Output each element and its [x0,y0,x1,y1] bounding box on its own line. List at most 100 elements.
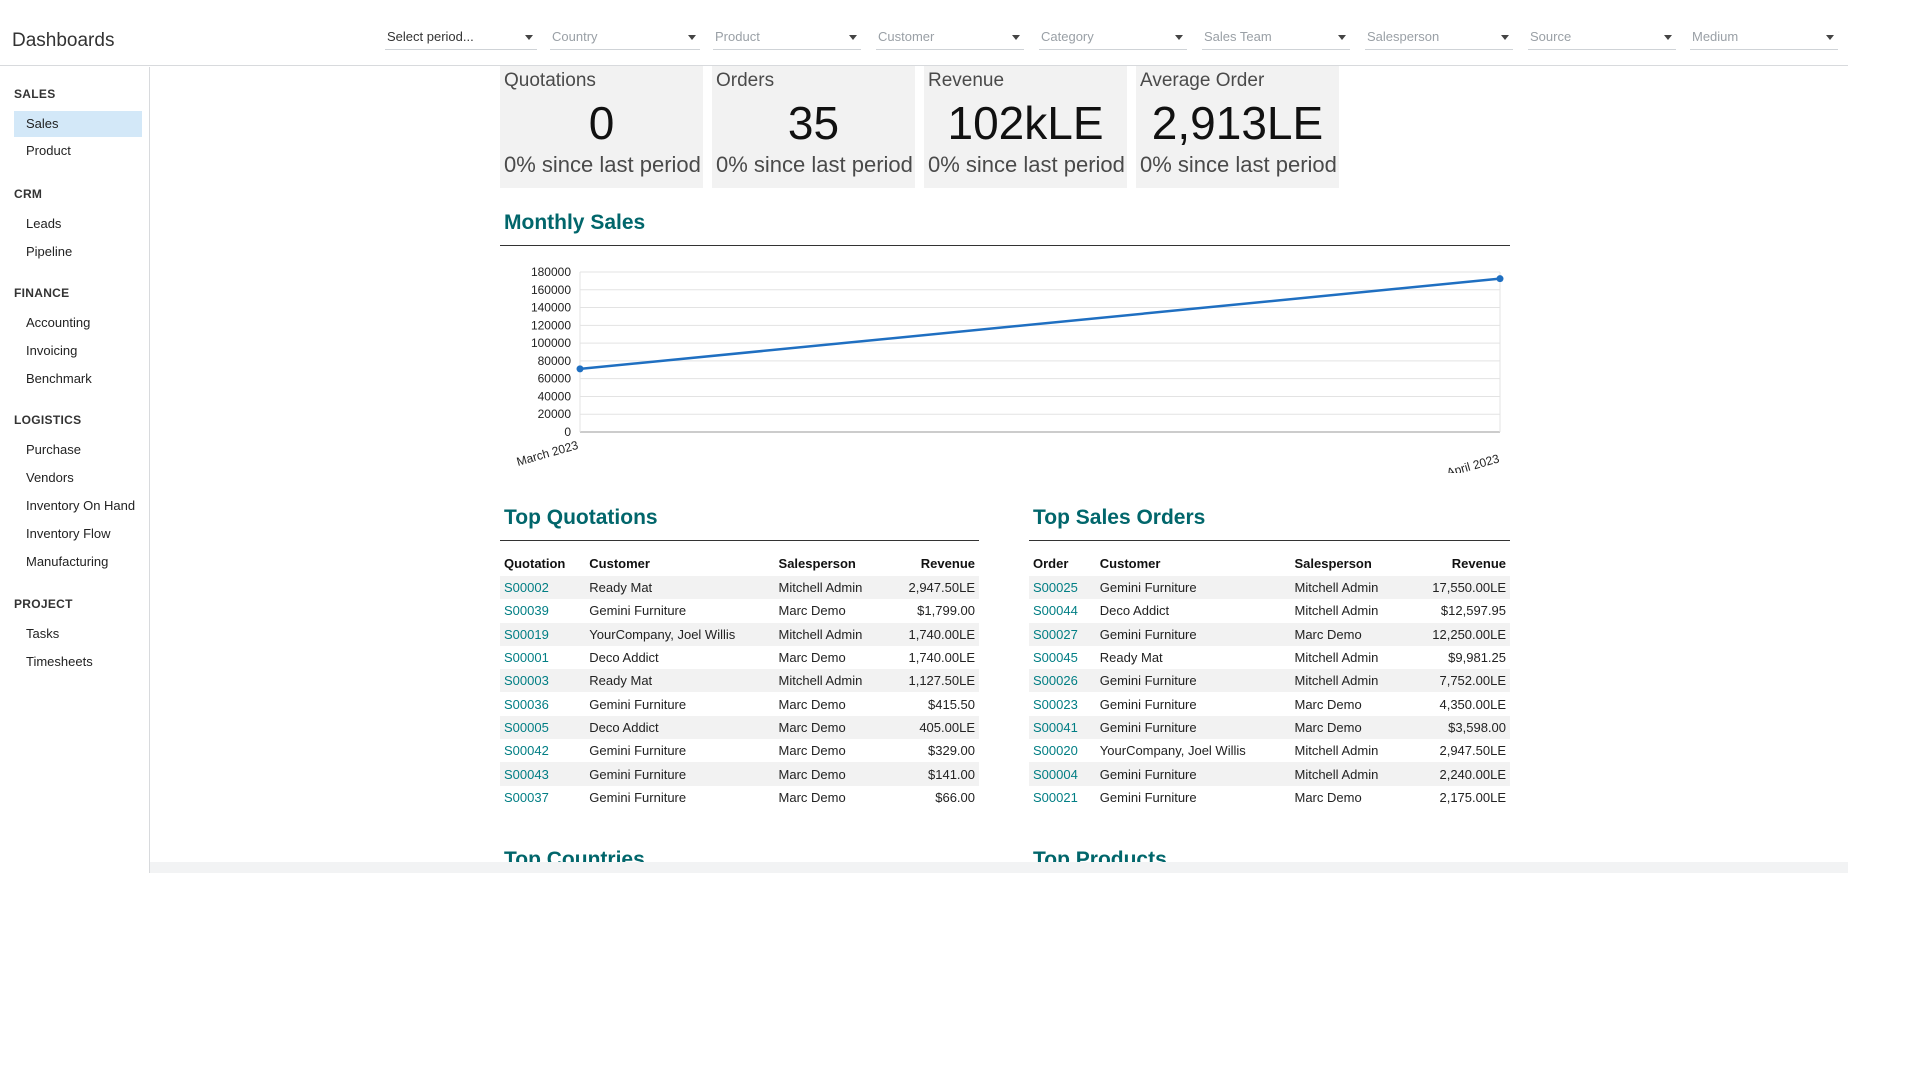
cell-order[interactable]: S00044 [1033,603,1078,619]
cell-order[interactable]: S00027 [1029,622,1096,646]
sidebar-item-invoicing[interactable]: Invoicing [26,343,78,358]
sidebar-item-inventory-flow[interactable]: Inventory Flow [26,526,111,541]
cell-quotation[interactable]: S00001 [504,650,549,666]
cell-customer: Deco Addict [585,715,775,740]
column-header-revenue[interactable]: Revenue [920,555,975,571]
sidebar-item-accounting[interactable]: Accounting [26,315,91,330]
kpi-change: 0% since last period [928,152,1125,177]
cell-salesperson: Marc Demo [778,743,846,759]
cell-customer: Deco Addict [1099,603,1170,619]
cell-quotation[interactable]: S00019 [500,622,586,646]
series-line[interactable] [579,277,1501,371]
cell-order[interactable]: S00023 [1033,696,1078,712]
table-row[interactable]: S00036 Gemini Furniture Marc Demo $415.50 [500,692,979,715]
kpi-card-orders[interactable]: Orders 35 0% since last period [712,66,915,188]
sidebar-item-leads[interactable]: Leads [26,216,62,231]
table-row[interactable]: S00004 Gemini Furniture Mitchell Admin 2,24… [1029,762,1510,786]
filter-label: Medium [1692,29,1739,44]
x-tick-label: March 2023 [515,438,580,469]
filter-source[interactable]: Source [1528,26,1676,50]
table-row[interactable]: S00005 Deco Addict Marc Demo 405.00LE [500,715,979,740]
kpi-card-revenue[interactable]: Revenue 102kLE 0% since last period [924,66,1127,188]
table-row[interactable]: S00020 YourCompany, Joel Willis Mitchell A… [1029,739,1510,762]
sidebar-item-inventory-on-hand[interactable]: Inventory On Hand [26,498,136,513]
table-row[interactable]: S00045 Ready Mat Mitchell Admin $9,981.25 [1029,646,1510,669]
cell-order[interactable]: S00026 [1029,669,1096,693]
sidebar-item-manufacturing[interactable]: Manufacturing [26,554,109,569]
filter-label: Select period... [387,29,474,44]
filter-customer[interactable]: Customer [876,26,1024,50]
cell-order[interactable]: S00021 [1033,789,1078,805]
column-header-revenue[interactable]: Revenue [1451,555,1506,571]
filter-product[interactable]: Product [713,26,861,50]
table-row[interactable]: S00037 Gemini Furniture Marc Demo $66.00 [500,786,979,809]
table-row[interactable]: S00042 Gemini Furniture Marc Demo $329.00 [500,739,979,762]
cell-order[interactable]: S00020 [1033,743,1078,759]
cell-quotation[interactable]: S00039 [504,603,549,619]
filter-category[interactable]: Category [1039,26,1187,50]
table-row[interactable]: S00039 Gemini Furniture Marc Demo $1,799.00 [500,599,979,622]
cell-salesperson: Marc Demo [778,696,846,712]
cell-quotation[interactable]: S00037 [504,789,549,805]
table-row[interactable]: S00019 YourCompany, Joel Willis Mitchell A… [500,622,979,646]
kpi-value: 35 [787,97,840,149]
cell-salesperson: Mitchell Admin [1290,669,1407,693]
table-row[interactable]: S00021 Gemini Furniture Marc Demo 2,175.00L… [1029,786,1510,809]
sidebar-item-tasks[interactable]: Tasks [26,626,60,641]
column-header-salesperson[interactable]: Salesperson [778,555,856,571]
cell-revenue: 2,947.50LE [887,576,979,600]
column-header-customer[interactable]: Customer [589,555,650,571]
column-header-salesperson[interactable]: Salesperson [1294,555,1372,571]
table-row[interactable]: S00025 Gemini Furniture Mitchell Admin 17,5… [1029,576,1510,600]
kpi-card-quotations[interactable]: Quotations 0 0% since last period [500,66,703,188]
filter-select-period[interactable]: Select period... [385,26,537,50]
table-row[interactable]: S00001 Deco Addict Marc Demo 1,740.00LE [500,646,979,669]
table-row[interactable]: S00043 Gemini Furniture Marc Demo $141.00 [500,762,979,786]
cell-salesperson: Marc Demo [774,762,888,786]
data-point[interactable] [1496,275,1504,283]
table-row[interactable]: S00023 Gemini Furniture Marc Demo 4,350.00L… [1029,692,1510,715]
monthly-sales-title: Monthly Sales [504,211,646,234]
sidebar-item-timesheets[interactable]: Timesheets [26,654,93,669]
filter-label: Product [715,29,760,44]
table-row[interactable]: S00026 Gemini Furniture Mitchell Admin 7,75… [1029,669,1510,693]
cell-customer: Gemini Furniture [1095,669,1291,693]
cell-quotation[interactable]: S00005 [500,715,586,740]
cell-quotation[interactable]: S00043 [500,762,586,786]
sidebar-item-purchase[interactable]: Purchase [26,442,81,457]
filter-sales-team[interactable]: Sales Team [1202,26,1350,50]
table-header-row: Order Customer Salesperson Revenue [1029,550,1510,576]
cell-order[interactable]: S00004 [1029,762,1096,786]
cell-order[interactable]: S00025 [1029,576,1096,600]
cell-salesperson: Mitchell Admin [1290,576,1407,600]
sidebar-item-benchmark[interactable]: Benchmark [26,371,92,386]
column-header-order[interactable]: Order [1033,555,1069,571]
column-header-quotation[interactable]: Quotation [504,555,566,571]
filter-medium[interactable]: Medium [1690,26,1838,50]
table-row[interactable]: S00003 Ready Mat Mitchell Admin 1,127.50LE [500,669,979,693]
sidebar-item-vendors[interactable]: Vendors [26,470,74,485]
cell-quotation[interactable]: S00036 [504,696,549,712]
kpi-card-average-order[interactable]: Average Order 2,913LE 0% since last peri… [1136,66,1339,188]
table-row[interactable]: S00041 Gemini Furniture Marc Demo $3,598.00 [1029,715,1510,740]
sidebar-item-sales[interactable]: Sales [14,111,142,137]
cell-quotation[interactable]: S00042 [504,743,549,759]
table-row[interactable]: S00044 Deco Addict Mitchell Admin $12,597.9… [1029,599,1510,622]
cell-order[interactable]: S00041 [1029,715,1096,740]
filter-salesperson[interactable]: Salesperson [1365,26,1513,50]
cell-quotation[interactable]: S00002 [500,576,586,600]
sidebar-item-product[interactable]: Product [26,143,71,158]
kpi-change: 0% since last period [716,152,913,177]
filter-country[interactable]: Country [550,26,700,50]
data-point[interactable] [576,365,584,373]
caret-down-icon [1664,35,1672,40]
table-row[interactable]: S00027 Gemini Furniture Marc Demo 12,250.00… [1029,622,1510,646]
cell-quotation[interactable]: S00003 [500,669,586,693]
cell-order[interactable]: S00045 [1033,650,1078,666]
monthly-sales-chart[interactable]: 0 20000 40000 60000 80000 100000 120000 140000 1… [500,258,1510,480]
table-row[interactable]: S00002 Ready Mat Mitchell Admin 2,947.50LE [500,576,979,600]
line-chart[interactable]: 0 20000 40000 60000 80000 100000 120000 140000 1… [500,258,1510,480]
kpi-value: 2,913LE [1151,97,1324,149]
column-header-customer[interactable]: Customer [1099,555,1161,571]
sidebar-item-pipeline[interactable]: Pipeline [26,244,73,259]
